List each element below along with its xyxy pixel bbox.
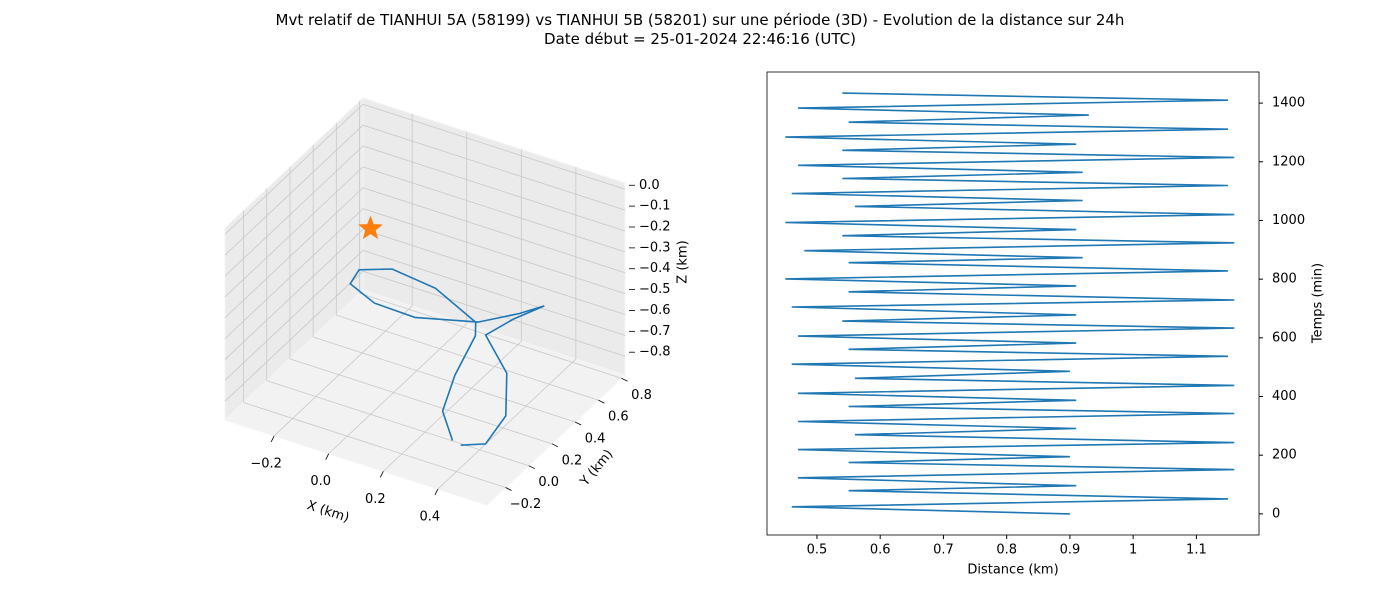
grid-line — [362, 270, 626, 357]
y-tick-label: 0.4 — [585, 431, 606, 446]
grid-line — [362, 103, 626, 190]
y-tick-label: 800 — [1272, 272, 1297, 287]
z-tick-label: −0.1 — [639, 199, 671, 214]
grid-line — [336, 314, 599, 401]
y-tick-label: 200 — [1272, 448, 1297, 463]
tick-mark — [598, 399, 605, 404]
star-marker — [358, 215, 383, 240]
z-tick-label: −0.6 — [639, 303, 671, 318]
grid-line — [313, 336, 576, 423]
z-tick-label: 0.0 — [639, 178, 660, 193]
y-tick-label: 0.0 — [538, 475, 559, 490]
grid-line — [224, 208, 364, 339]
grid-line — [224, 187, 364, 319]
x-tick-label: 1 — [1129, 543, 1137, 558]
grid-line — [224, 103, 364, 235]
figure-subtitle: Date début = 25-01-2024 22:46:16 (UTC) — [544, 30, 856, 48]
tick-mark — [325, 453, 330, 460]
grid-line — [362, 249, 626, 336]
grid-line — [266, 380, 529, 467]
plot-frame — [766, 71, 1260, 536]
x-tick-label: 0.7 — [933, 543, 954, 558]
grid-line — [224, 124, 364, 256]
x-tick-label: 1.1 — [1186, 543, 1207, 558]
tick-mark — [551, 443, 559, 448]
y-tick-label: 1200 — [1272, 154, 1305, 169]
tick-mark — [379, 471, 384, 478]
grid-line — [362, 145, 626, 232]
y-tick-label: 0 — [1272, 506, 1280, 521]
x-tick-label: 0.8 — [996, 543, 1017, 558]
grid-line — [224, 229, 364, 360]
tick-mark — [574, 421, 582, 426]
z-tick-label: −0.8 — [639, 345, 671, 360]
x-tick-label: 0.0 — [310, 474, 331, 489]
grid-line — [362, 187, 626, 274]
grid-line — [362, 124, 626, 211]
pane-floor — [224, 289, 626, 506]
grid-line — [383, 341, 522, 472]
figure-title: Mvt relatif de TIANHUI 5A (58199) vs TIA… — [276, 11, 1125, 29]
z-axis-label: Z (km) — [676, 240, 691, 283]
tick-mark — [270, 435, 275, 443]
x-tick-label: 0.6 — [870, 543, 891, 558]
grid-line — [273, 305, 413, 437]
z-tick-label: −0.3 — [639, 240, 671, 255]
z-tick-label: −0.4 — [639, 261, 671, 276]
grid-line — [243, 402, 506, 488]
grid-line — [359, 292, 622, 379]
y-tick-label: 400 — [1272, 389, 1297, 404]
y-tick-label: 600 — [1272, 330, 1297, 345]
y-tick-label: 0.6 — [608, 410, 629, 425]
grid-line — [289, 358, 553, 445]
z-tick-label: −0.2 — [639, 220, 671, 235]
grid-line — [362, 166, 626, 253]
grid-line — [362, 229, 626, 315]
grid-line — [224, 145, 364, 277]
y-tick-label: 1000 — [1272, 213, 1305, 228]
distance-line — [785, 92, 1235, 515]
y-tick-label: 0.2 — [562, 453, 583, 468]
grid-line — [224, 166, 364, 298]
z-tick-label: −0.5 — [639, 282, 671, 297]
y-tick-label: 0.8 — [631, 388, 652, 403]
x-tick-label: 0.5 — [807, 543, 828, 558]
y-axis-label: Y (km) — [577, 447, 616, 490]
x-tick-label: 0.4 — [420, 510, 441, 525]
y-tick-label: −0.2 — [510, 497, 542, 512]
tick-mark — [434, 488, 439, 496]
grid-line — [362, 208, 626, 294]
grid-line — [224, 270, 364, 402]
x-tick-label: 0.2 — [365, 492, 386, 507]
grid-line — [328, 323, 467, 454]
grid-line — [224, 250, 364, 381]
y-axis-label: Temps (min) — [1311, 263, 1326, 344]
x-axis-label: Distance (km) — [967, 563, 1058, 578]
tick-mark — [505, 487, 512, 491]
grid-line — [437, 358, 577, 490]
x-tick-label: 0.9 — [1060, 543, 1081, 558]
tick-mark — [528, 465, 535, 470]
y-tick-label: 1400 — [1272, 96, 1305, 111]
x-tick-label: −0.2 — [250, 456, 282, 471]
tick-mark — [621, 377, 628, 382]
x-axis-label: X (km) — [305, 498, 351, 526]
trajectory-line — [349, 268, 545, 446]
z-tick-label: −0.7 — [639, 324, 671, 339]
